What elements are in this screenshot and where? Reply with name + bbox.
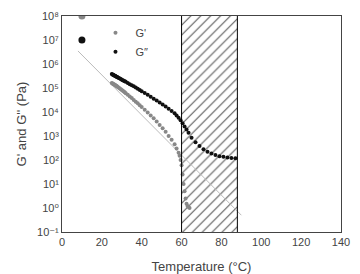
svg-text:60: 60 xyxy=(175,236,187,248)
svg-text:10⁰: 10⁰ xyxy=(42,202,59,214)
svg-text:G″: G″ xyxy=(135,46,148,58)
svg-text:10⁴: 10⁴ xyxy=(42,106,59,118)
svg-text:G' and G'' (Pa): G' and G'' (Pa) xyxy=(14,82,29,167)
svg-text:10⁶: 10⁶ xyxy=(42,58,59,70)
svg-text:10⁵: 10⁵ xyxy=(42,82,59,94)
svg-text:10⁷: 10⁷ xyxy=(43,34,59,46)
svg-text:0: 0 xyxy=(59,236,65,248)
svg-text:10⁻¹: 10⁻¹ xyxy=(37,226,59,238)
svg-text:G': G' xyxy=(135,27,146,39)
svg-text:20: 20 xyxy=(96,236,108,248)
svg-text:Temperature (°C): Temperature (°C) xyxy=(152,259,252,274)
svg-text:10⁸: 10⁸ xyxy=(42,10,59,22)
svg-text:140: 140 xyxy=(332,236,350,248)
svg-text:10²: 10² xyxy=(43,154,59,166)
svg-text:100: 100 xyxy=(252,236,270,248)
svg-text:10¹: 10¹ xyxy=(43,178,59,190)
svg-text:120: 120 xyxy=(292,236,310,248)
svg-text:80: 80 xyxy=(215,236,227,248)
svg-text:40: 40 xyxy=(136,236,148,248)
svg-text:10³: 10³ xyxy=(43,130,59,142)
